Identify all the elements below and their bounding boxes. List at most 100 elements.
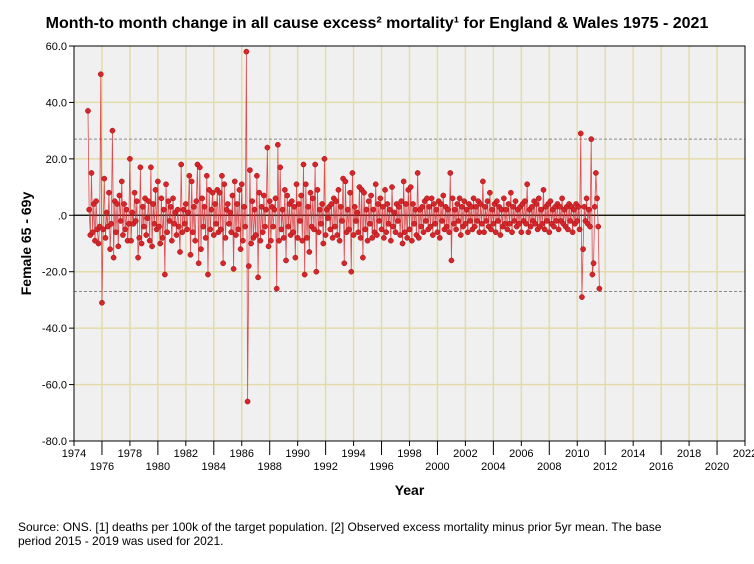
data-point — [574, 218, 581, 224]
data-point — [431, 201, 437, 207]
data-point — [158, 195, 165, 202]
data-point — [199, 195, 205, 202]
data-point — [407, 184, 414, 190]
y-tick-label: 20.0 — [46, 154, 67, 166]
data-point — [97, 71, 104, 78]
data-point — [294, 235, 301, 241]
data-point — [551, 223, 557, 230]
data-point — [318, 220, 324, 227]
data-point — [240, 237, 246, 244]
data-point — [169, 237, 175, 244]
data-point — [103, 209, 110, 216]
data-point — [428, 195, 435, 202]
data-point — [213, 220, 219, 227]
data-point — [127, 156, 133, 162]
data-point — [446, 229, 452, 236]
x-axis-label: Year — [395, 482, 425, 498]
y-tick-label: -40.0 — [42, 323, 67, 335]
data-point — [376, 218, 383, 224]
data-point — [363, 206, 370, 213]
data-point — [264, 144, 271, 151]
data-point — [580, 246, 586, 252]
data-point — [426, 203, 433, 210]
data-point — [595, 223, 602, 230]
data-point — [219, 172, 225, 179]
data-point — [263, 206, 270, 213]
data-point — [527, 223, 534, 230]
data-point — [284, 192, 291, 199]
x-tick-label: 1996 — [369, 461, 393, 473]
data-point — [546, 229, 553, 236]
data-point — [288, 198, 295, 205]
data-point — [184, 226, 190, 233]
data-point — [591, 203, 598, 210]
data-point — [419, 203, 426, 210]
data-point — [136, 235, 143, 241]
x-tick-label: 2008 — [537, 461, 561, 473]
data-point — [301, 271, 308, 278]
data-point — [403, 201, 409, 207]
data-point — [506, 220, 513, 227]
data-point — [348, 268, 355, 275]
data-point — [138, 240, 145, 247]
data-point — [245, 263, 252, 269]
data-point — [86, 206, 92, 213]
data-point — [418, 223, 424, 230]
data-point — [395, 218, 401, 224]
data-point — [490, 220, 497, 227]
y-tick-label: -60.0 — [42, 380, 67, 392]
data-point — [454, 201, 461, 207]
data-point — [575, 203, 582, 210]
data-point — [107, 246, 113, 252]
data-point — [518, 229, 525, 236]
data-point — [226, 220, 232, 227]
data-point — [100, 226, 106, 233]
data-point — [422, 218, 429, 224]
data-point — [353, 218, 359, 224]
data-point — [438, 201, 444, 207]
data-point — [429, 232, 436, 238]
data-point — [283, 257, 289, 264]
data-point — [461, 198, 468, 205]
x-tick-label: 2016 — [649, 461, 673, 473]
data-point — [397, 232, 404, 238]
data-point — [396, 203, 402, 210]
data-point — [346, 226, 352, 233]
data-point — [129, 209, 136, 216]
data-point — [244, 398, 251, 405]
data-point — [275, 141, 281, 148]
data-point — [457, 232, 464, 238]
data-point — [117, 218, 124, 224]
data-point — [156, 223, 162, 230]
data-point — [305, 203, 312, 210]
data-point — [433, 206, 440, 213]
data-point — [525, 229, 532, 236]
data-point — [231, 178, 238, 185]
data-point — [208, 206, 215, 213]
data-point — [261, 192, 267, 199]
data-point — [559, 195, 565, 202]
data-point — [128, 237, 134, 244]
data-point — [238, 181, 245, 188]
data-point — [270, 223, 277, 230]
data-point — [586, 206, 592, 213]
data-point — [292, 254, 299, 261]
data-point — [166, 218, 173, 224]
x-tick-label: 2002 — [453, 448, 477, 460]
data-point — [329, 235, 336, 241]
data-point — [583, 195, 590, 202]
data-point — [257, 237, 264, 244]
data-point — [368, 192, 374, 199]
data-point — [113, 229, 119, 236]
data-point — [339, 218, 345, 224]
data-point — [495, 218, 501, 224]
data-point — [390, 223, 397, 230]
data-point — [325, 215, 331, 221]
data-point — [427, 223, 434, 230]
data-point — [306, 249, 313, 255]
data-point — [193, 198, 200, 205]
data-point — [256, 189, 263, 196]
data-point — [102, 235, 109, 241]
data-point — [116, 192, 123, 199]
